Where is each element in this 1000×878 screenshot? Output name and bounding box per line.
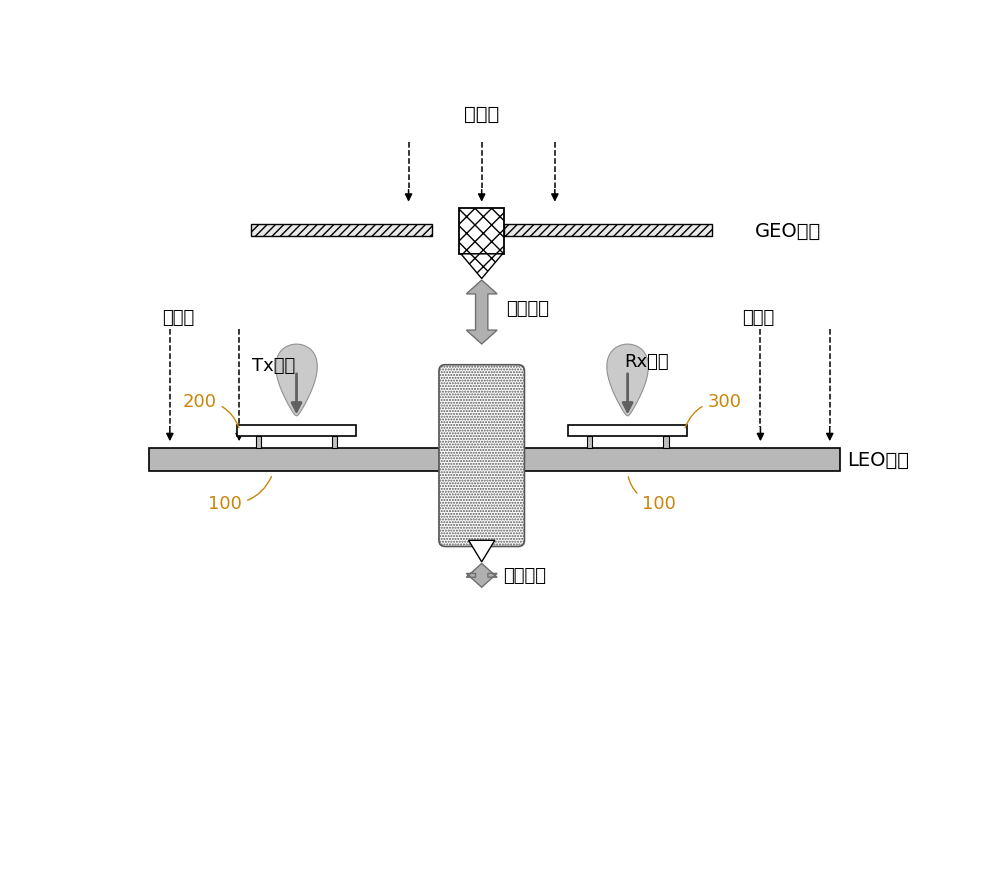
Bar [237, 425, 356, 436]
Bar [568, 425, 687, 436]
Bar [504, 225, 712, 237]
Text: 太阳光: 太阳光 [162, 309, 194, 327]
Text: Tx波束: Tx波束 [252, 356, 295, 374]
Polygon shape [466, 564, 497, 587]
Text: 300: 300 [685, 392, 741, 428]
Polygon shape [469, 541, 495, 562]
Polygon shape [276, 345, 317, 416]
Bar [251, 225, 432, 237]
Bar [332, 436, 337, 449]
Text: 200: 200 [183, 392, 239, 428]
Text: 对地通信: 对地通信 [503, 566, 546, 585]
Text: GEO卫星: GEO卫星 [755, 221, 821, 241]
Polygon shape [466, 281, 497, 344]
Text: LEO卫星: LEO卫星 [847, 450, 909, 470]
Bar [149, 449, 840, 471]
Text: 太阳光: 太阳光 [464, 104, 499, 123]
Text: 100: 100 [628, 478, 676, 513]
Text: 100: 100 [208, 477, 271, 513]
FancyBboxPatch shape [439, 365, 524, 547]
Text: 太阳光: 太阳光 [742, 309, 774, 327]
Bar [663, 436, 669, 449]
Text: 星间链路: 星间链路 [506, 299, 549, 318]
Polygon shape [461, 255, 502, 279]
Bar [587, 436, 592, 449]
Bar [256, 436, 261, 449]
Bar [459, 208, 504, 255]
Text: Rx波束: Rx波束 [624, 353, 668, 371]
Polygon shape [607, 345, 648, 416]
